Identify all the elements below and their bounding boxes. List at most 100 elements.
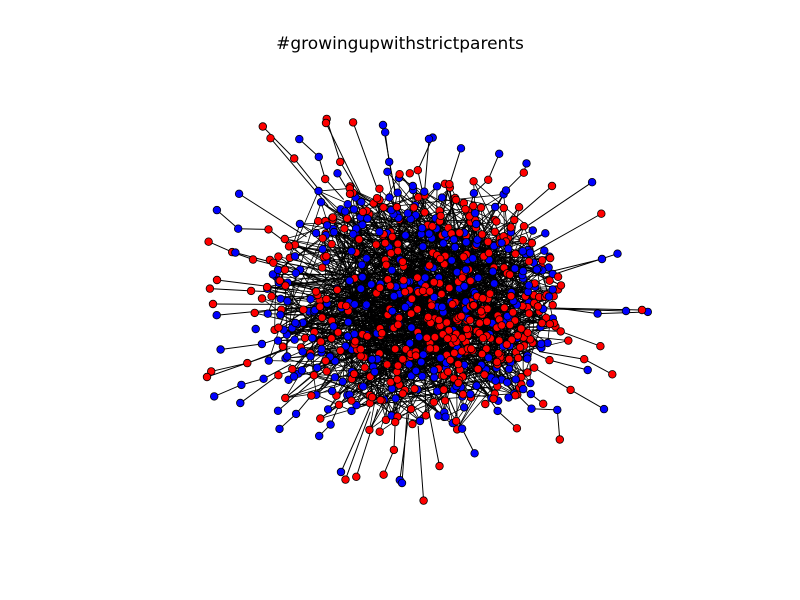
graph-node bbox=[356, 345, 365, 354]
graph-node bbox=[410, 384, 419, 393]
graph-node bbox=[341, 207, 350, 216]
graph-node bbox=[317, 313, 327, 322]
graph-node bbox=[381, 415, 391, 425]
graph-node bbox=[321, 174, 330, 184]
graph-node bbox=[263, 309, 272, 318]
graph-node bbox=[349, 205, 359, 214]
graph-node bbox=[321, 118, 331, 128]
graph-edge bbox=[295, 231, 391, 274]
graph-node bbox=[378, 120, 388, 130]
graph-node bbox=[443, 334, 452, 343]
graph-edge bbox=[340, 404, 372, 473]
graph-node bbox=[208, 299, 218, 309]
graph-node bbox=[327, 334, 336, 343]
graph-node bbox=[430, 373, 439, 382]
graph-node bbox=[436, 254, 445, 264]
graph-node bbox=[314, 152, 323, 162]
graph-node bbox=[234, 189, 244, 198]
graph-node bbox=[393, 188, 402, 197]
graph-node bbox=[381, 238, 390, 248]
graph-node bbox=[363, 214, 372, 223]
graph-node bbox=[391, 394, 400, 403]
graph-node bbox=[290, 335, 299, 344]
graph-node bbox=[405, 169, 414, 178]
graph-node bbox=[449, 235, 459, 244]
graph-node bbox=[352, 472, 361, 481]
graph-node bbox=[460, 282, 469, 291]
graph-node bbox=[469, 188, 479, 198]
graph-node bbox=[347, 246, 356, 256]
graph-node bbox=[439, 239, 448, 248]
graph-node bbox=[248, 255, 258, 264]
graph-node bbox=[478, 294, 487, 303]
graph-edge bbox=[285, 273, 297, 359]
graph-node bbox=[264, 225, 273, 234]
graph-node bbox=[357, 260, 366, 270]
graph-node bbox=[477, 349, 487, 359]
graph-node bbox=[444, 326, 454, 335]
graph-node bbox=[447, 256, 456, 265]
graph-node bbox=[289, 372, 299, 381]
graph-node bbox=[506, 291, 516, 301]
graph-node bbox=[454, 359, 463, 369]
graph-node bbox=[393, 239, 402, 248]
graph-edge bbox=[344, 411, 371, 480]
graph-node bbox=[298, 347, 307, 356]
graph-node bbox=[538, 256, 547, 265]
graph-node bbox=[354, 235, 364, 244]
graph-node bbox=[267, 292, 276, 301]
graph-node bbox=[237, 380, 246, 390]
graph-node bbox=[511, 249, 520, 259]
graph-node bbox=[527, 238, 537, 248]
graph-node bbox=[274, 371, 283, 380]
graph-node bbox=[441, 412, 450, 421]
graph-node bbox=[548, 300, 557, 310]
graph-node bbox=[314, 186, 323, 196]
graph-node bbox=[321, 356, 330, 366]
graph-node bbox=[524, 309, 534, 318]
graph-node bbox=[383, 167, 392, 176]
graph-node bbox=[329, 227, 339, 237]
graph-node bbox=[284, 242, 294, 251]
graph-node bbox=[334, 400, 344, 409]
graph-node bbox=[429, 366, 439, 375]
graph-node bbox=[490, 279, 499, 288]
graph-node bbox=[343, 214, 352, 223]
graph-edge bbox=[280, 298, 383, 334]
graph-edge bbox=[369, 375, 443, 431]
graph-node bbox=[504, 244, 513, 253]
graph-node bbox=[515, 343, 525, 352]
graph-node bbox=[362, 300, 371, 309]
graph-node bbox=[243, 358, 252, 368]
graph-edge bbox=[314, 309, 463, 397]
graph-node bbox=[497, 321, 506, 330]
graph-node bbox=[311, 287, 321, 296]
graph-node bbox=[471, 208, 480, 218]
graph-node bbox=[393, 246, 403, 256]
graph-node bbox=[408, 419, 417, 429]
graph-edge bbox=[401, 411, 408, 484]
graph-node bbox=[343, 199, 352, 209]
graph-node bbox=[481, 399, 490, 409]
graph-edge bbox=[325, 122, 363, 197]
graph-edge bbox=[316, 227, 423, 369]
graph-node bbox=[478, 334, 488, 343]
graph-node bbox=[548, 285, 557, 294]
graph-node bbox=[283, 352, 292, 361]
graph-node bbox=[340, 224, 349, 233]
graph-node bbox=[413, 273, 422, 282]
graph-node bbox=[599, 404, 609, 414]
graph-node bbox=[484, 353, 493, 362]
graph-node bbox=[365, 425, 374, 435]
graph-node bbox=[295, 134, 304, 144]
graph-node bbox=[386, 281, 395, 291]
graph-node bbox=[434, 315, 444, 325]
graph-node bbox=[336, 467, 346, 477]
graph-node bbox=[500, 303, 509, 313]
graph-node bbox=[406, 309, 416, 318]
graph-node bbox=[421, 273, 430, 282]
graph-node bbox=[347, 406, 356, 416]
graph-node bbox=[445, 283, 454, 293]
graph-node bbox=[455, 228, 464, 237]
graph-node bbox=[274, 323, 283, 332]
